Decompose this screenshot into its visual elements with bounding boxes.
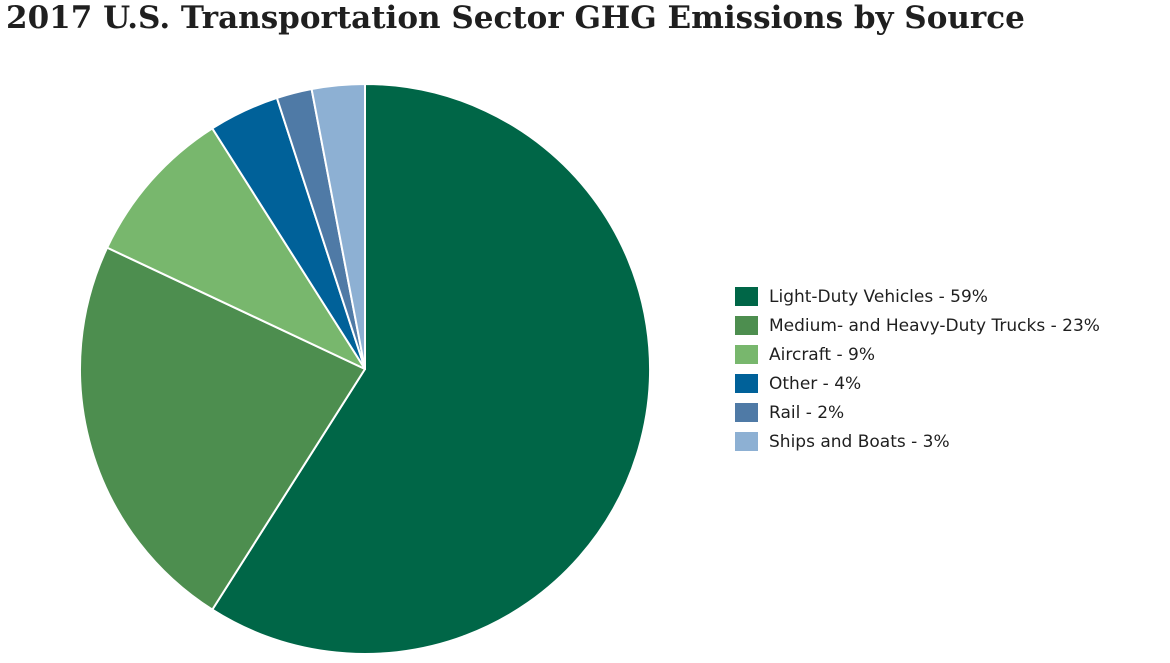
legend-item: Aircraft - 9% — [735, 340, 1100, 369]
legend-swatch — [735, 345, 758, 364]
legend-label: Light-Duty Vehicles - 59% — [769, 286, 988, 307]
legend-item: Other - 4% — [735, 369, 1100, 398]
pie-slice — [79, 246, 366, 611]
pie-slice — [106, 127, 366, 370]
legend-item: Light-Duty Vehicles - 59% — [735, 282, 1100, 311]
legend-label: Ships and Boats - 3% — [769, 431, 950, 452]
legend-swatch — [735, 403, 758, 422]
legend-item: Rail - 2% — [735, 398, 1100, 427]
chart-title: 2017 U.S. Transportation Sector GHG Emis… — [6, 0, 1025, 36]
legend-item: Medium- and Heavy-Duty Trucks - 23% — [735, 311, 1100, 340]
legend-swatch — [735, 316, 758, 335]
legend-label: Other - 4% — [769, 373, 862, 394]
legend-label: Medium- and Heavy-Duty Trucks - 23% — [769, 315, 1100, 336]
legend-swatch — [735, 432, 758, 451]
legend-label: Aircraft - 9% — [769, 344, 875, 365]
pie-slice — [211, 83, 651, 655]
legend-item: Ships and Boats - 3% — [735, 427, 1100, 456]
pie-slice — [310, 83, 366, 370]
legend-label: Rail - 2% — [769, 402, 845, 423]
chart-legend: Light-Duty Vehicles - 59% Medium- and Hea… — [735, 282, 1100, 456]
legend-swatch — [735, 374, 758, 393]
legend-swatch — [735, 287, 758, 306]
